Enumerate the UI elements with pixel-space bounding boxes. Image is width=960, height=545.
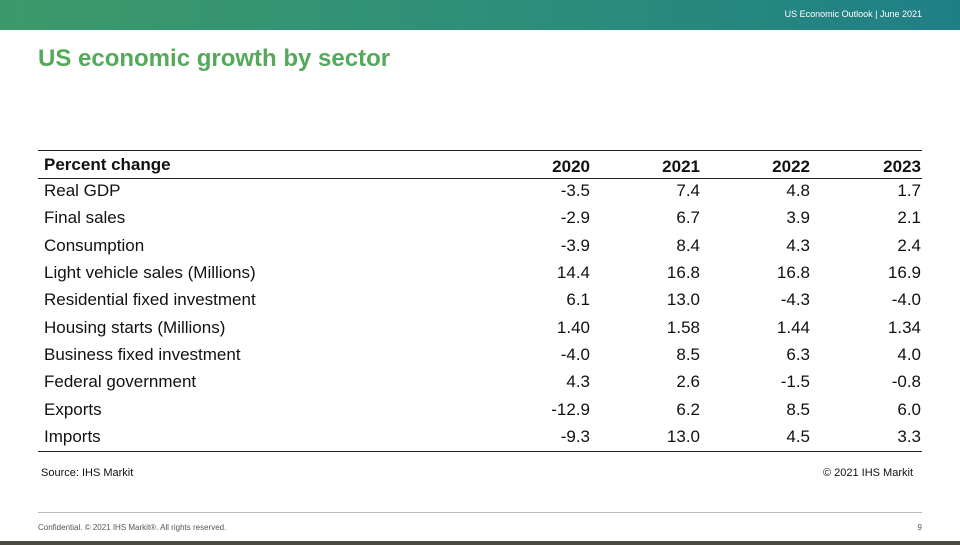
table-cell: 16.9 (887, 263, 921, 283)
table-cell: 1.40 (556, 317, 590, 337)
table-cell: -1.5 (780, 372, 810, 392)
table-cell: 6.1 (566, 290, 590, 310)
footer-rule (38, 512, 922, 513)
table-cell: -3.9 (560, 235, 590, 255)
table-cell: 7.4 (676, 181, 700, 200)
table-cell: 2.4 (897, 235, 921, 255)
table-cell: 8.4 (676, 235, 700, 255)
table-cell: 1.44 (776, 317, 810, 337)
row-label: Business fixed investment (44, 345, 241, 365)
footer-text: Confidential. © 2021 IHS Markit®. All ri… (38, 523, 227, 532)
row-label: Exports (44, 399, 102, 419)
table-cell: 4.3 (566, 372, 590, 392)
row-label: Light vehicle sales (Millions) (44, 263, 256, 283)
table-cell: -4.0 (891, 290, 921, 310)
table-cell: 8.5 (786, 399, 810, 419)
table-cell: 4.0 (897, 345, 921, 365)
table-bottom-rule (38, 451, 922, 452)
slide-title: US economic growth by sector (38, 45, 391, 72)
table-cell: 13.0 (666, 290, 700, 310)
table-cell: 16.8 (776, 263, 810, 283)
table-cell: -12.9 (551, 399, 590, 419)
table-cell: 6.3 (786, 345, 810, 365)
table-cell: 4.8 (786, 181, 810, 200)
row-label: Imports (44, 427, 101, 447)
table-cell: 14.4 (556, 263, 590, 283)
table-cell: -4.0 (560, 345, 590, 365)
deck-label: US Economic Outlook | June 2021 (784, 9, 922, 19)
table-cell: 16.8 (666, 263, 700, 283)
table-cell: 4.5 (786, 427, 810, 447)
table-cell: 3.9 (786, 208, 810, 228)
table-cell: -0.8 (891, 372, 921, 392)
table-cell: 4.3 (786, 235, 810, 255)
table-cell: 8.5 (676, 345, 700, 365)
top-bar (0, 0, 960, 30)
row-label: Federal government (44, 372, 197, 392)
table-cell: 1.34 (887, 317, 921, 337)
source-note: Source: IHS Markit (41, 467, 134, 479)
table-cell: -9.3 (560, 427, 590, 447)
table-top-rule (38, 150, 922, 151)
table-cell: 3.3 (897, 427, 921, 447)
column-header: 2021 (662, 157, 700, 176)
row-label: Housing starts (Millions) (44, 317, 226, 337)
table-header-rule (38, 178, 922, 179)
column-header: Percent change (44, 155, 171, 174)
row-label: Final sales (44, 208, 126, 228)
page-number: 9 (917, 523, 922, 532)
row-label: Real GDP (44, 181, 121, 200)
column-header: 2022 (772, 157, 810, 176)
table-cell: 1.7 (897, 181, 921, 200)
row-label: Consumption (44, 235, 145, 255)
column-header: 2020 (552, 157, 590, 176)
table-cell: 6.2 (676, 399, 700, 419)
table-cell: -4.3 (780, 290, 810, 310)
bottom-strip (0, 541, 960, 545)
column-header: 2023 (883, 157, 921, 176)
table-cell: -2.9 (560, 208, 590, 228)
table-cell: 2.1 (897, 208, 921, 228)
table-cell: -3.5 (560, 181, 590, 200)
copyright-note: © 2021 IHS Markit (822, 467, 913, 479)
table-cell: 2.6 (676, 372, 700, 392)
table-cell: 6.7 (676, 208, 700, 228)
table-cell: 1.58 (666, 317, 700, 337)
row-label: Residential fixed investment (44, 290, 256, 310)
table-cell: 6.0 (897, 399, 921, 419)
table-cell: 13.0 (666, 427, 700, 447)
